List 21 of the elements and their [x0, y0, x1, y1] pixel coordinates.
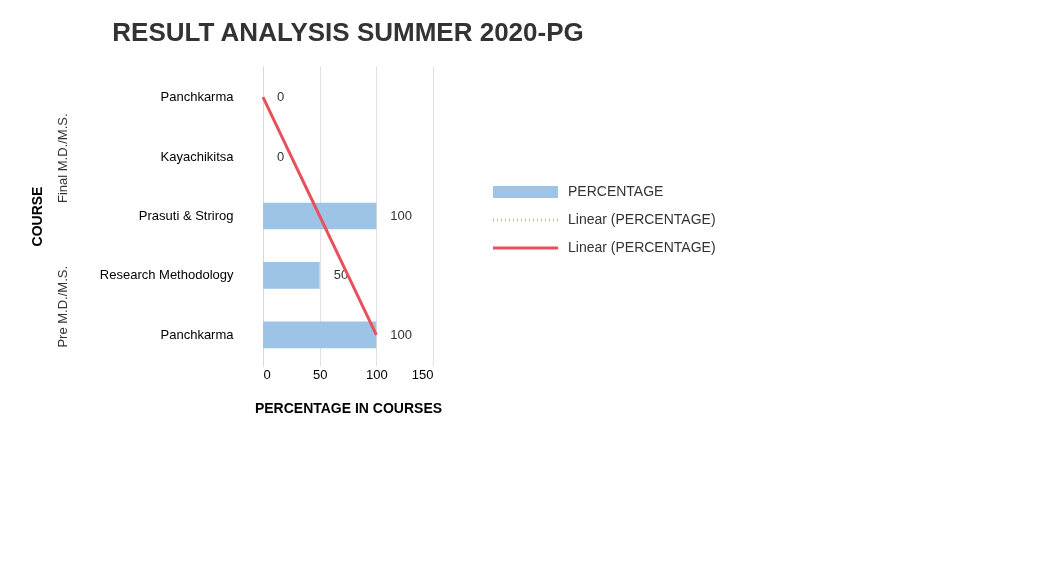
- y-tick-label: Panchkarma: [160, 326, 235, 342]
- data-label: 0: [277, 148, 285, 164]
- y-axis-title: COURSE: [28, 186, 45, 247]
- x-tick-label: 0: [263, 366, 271, 382]
- data-label: 100: [390, 326, 413, 342]
- x-tick-label: 100: [365, 366, 388, 382]
- legend-label: PERCENTAGE: [568, 183, 664, 199]
- y-tick-label: Kayachikitsa: [160, 148, 235, 164]
- legend-label: Linear (PERCENTAGE): [568, 211, 716, 227]
- x-tick-label: 150: [411, 366, 434, 382]
- y-tick-label: Prasuti & Strirog: [138, 208, 234, 223]
- text: Final M.D./M.S.: [55, 113, 70, 204]
- y-tick-label: Panchkarma: [160, 89, 235, 105]
- y-tick-label: Research Methodology: [99, 267, 234, 283]
- x-axis-title: PERCENTAGE IN COURSES: [254, 399, 443, 416]
- data-label: 100: [390, 208, 413, 223]
- data-label: 0: [277, 89, 285, 105]
- x-tick-label: 50: [312, 366, 328, 382]
- legend-label: Linear (PERCENTAGE): [568, 239, 716, 255]
- text: Pre M.D./M.S.: [55, 265, 70, 348]
- chart-title: RESULT ANALYSIS SUMMER 2020-PG: [112, 17, 584, 47]
